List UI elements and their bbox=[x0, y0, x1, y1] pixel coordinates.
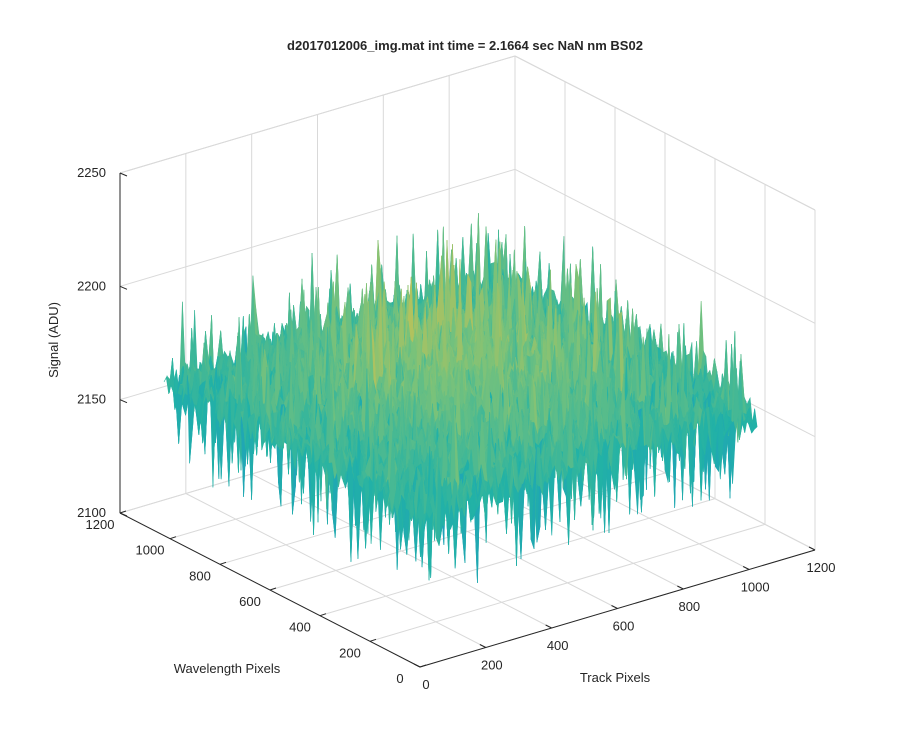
grid-line-floor-y bbox=[369, 523, 766, 642]
box-edge-top-side bbox=[514, 55, 816, 211]
box-edge-top-back bbox=[119, 55, 516, 174]
grid-line-sidewall-z bbox=[514, 168, 816, 324]
grid-line-backwall-z bbox=[119, 168, 516, 287]
grid-line-floor-y bbox=[319, 498, 716, 617]
surface-mesh bbox=[163, 213, 758, 583]
